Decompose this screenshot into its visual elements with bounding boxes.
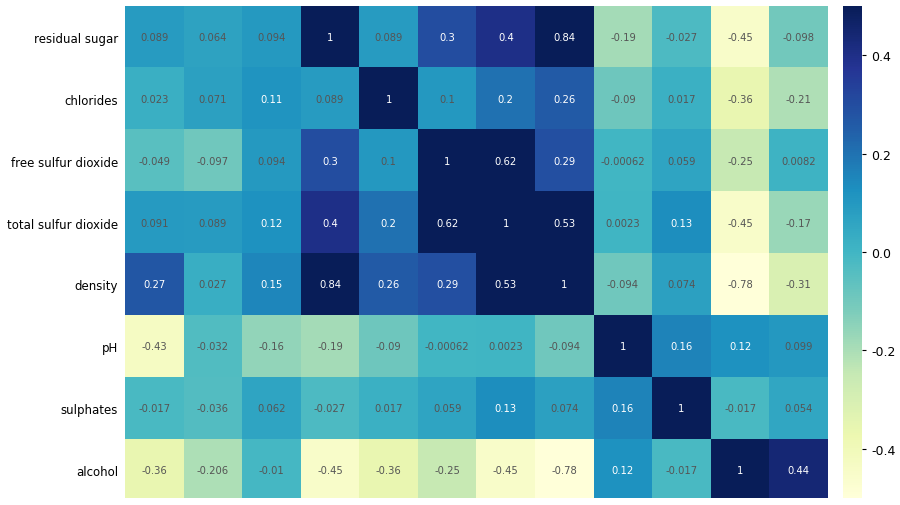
Text: 0.3: 0.3 xyxy=(322,157,338,166)
Text: 0.062: 0.062 xyxy=(257,403,285,414)
Text: 0.84: 0.84 xyxy=(319,280,341,290)
Text: -0.032: -0.032 xyxy=(197,342,229,351)
Text: 0.13: 0.13 xyxy=(670,218,693,228)
Text: 0.62: 0.62 xyxy=(495,157,517,166)
Text: 1: 1 xyxy=(385,94,392,105)
Text: -0.45: -0.45 xyxy=(493,465,518,475)
Text: -0.31: -0.31 xyxy=(786,280,812,290)
Text: 0.53: 0.53 xyxy=(554,218,575,228)
Text: -0.017: -0.017 xyxy=(139,403,170,414)
Text: 0.3: 0.3 xyxy=(439,33,455,43)
Text: -0.206: -0.206 xyxy=(197,465,229,475)
Text: 0.089: 0.089 xyxy=(199,218,227,228)
Text: -0.017: -0.017 xyxy=(724,403,756,414)
Text: -0.098: -0.098 xyxy=(783,33,814,43)
Text: -0.25: -0.25 xyxy=(727,157,753,166)
Text: 0.064: 0.064 xyxy=(199,33,227,43)
Text: 0.2: 0.2 xyxy=(498,94,514,105)
Text: 0.054: 0.054 xyxy=(785,403,813,414)
Text: -0.097: -0.097 xyxy=(197,157,229,166)
Text: 0.0023: 0.0023 xyxy=(606,218,640,228)
Text: -0.36: -0.36 xyxy=(727,94,753,105)
Text: -0.36: -0.36 xyxy=(141,465,167,475)
Text: 0.12: 0.12 xyxy=(729,342,751,351)
Text: 0.0082: 0.0082 xyxy=(781,157,816,166)
Text: -0.25: -0.25 xyxy=(435,465,460,475)
Text: -0.027: -0.027 xyxy=(314,403,346,414)
Text: 0.16: 0.16 xyxy=(612,403,634,414)
Text: 0.12: 0.12 xyxy=(260,218,283,228)
Text: -0.16: -0.16 xyxy=(258,342,284,351)
Text: -0.094: -0.094 xyxy=(607,280,639,290)
Text: 0.059: 0.059 xyxy=(433,403,462,414)
Text: 0.15: 0.15 xyxy=(260,280,283,290)
Text: 0.29: 0.29 xyxy=(554,157,575,166)
Text: 0.1: 0.1 xyxy=(439,94,455,105)
Text: -0.78: -0.78 xyxy=(727,280,753,290)
Text: 0.16: 0.16 xyxy=(670,342,693,351)
Text: 0.094: 0.094 xyxy=(257,33,285,43)
Text: -0.19: -0.19 xyxy=(317,342,343,351)
Text: 1: 1 xyxy=(737,465,743,475)
Text: 1: 1 xyxy=(502,218,509,228)
Text: 0.089: 0.089 xyxy=(140,33,168,43)
Text: -0.094: -0.094 xyxy=(548,342,580,351)
Text: -0.00062: -0.00062 xyxy=(425,342,470,351)
Text: -0.09: -0.09 xyxy=(610,94,635,105)
Text: 0.099: 0.099 xyxy=(785,342,813,351)
Text: 0.29: 0.29 xyxy=(436,280,458,290)
Text: -0.036: -0.036 xyxy=(197,403,229,414)
Text: -0.09: -0.09 xyxy=(376,342,401,351)
Text: -0.049: -0.049 xyxy=(139,157,170,166)
Text: -0.45: -0.45 xyxy=(727,218,753,228)
Text: 0.44: 0.44 xyxy=(788,465,810,475)
Text: -0.36: -0.36 xyxy=(376,465,401,475)
Text: 0.12: 0.12 xyxy=(612,465,634,475)
Text: 0.094: 0.094 xyxy=(257,157,285,166)
Text: -0.19: -0.19 xyxy=(610,33,636,43)
Text: -0.00062: -0.00062 xyxy=(600,157,645,166)
Text: 0.074: 0.074 xyxy=(668,280,696,290)
Text: -0.027: -0.027 xyxy=(665,33,698,43)
Text: -0.43: -0.43 xyxy=(141,342,167,351)
Text: 0.071: 0.071 xyxy=(199,94,227,105)
Text: -0.21: -0.21 xyxy=(786,94,812,105)
Text: 0.017: 0.017 xyxy=(667,94,696,105)
Text: 0.089: 0.089 xyxy=(374,33,403,43)
Text: 0.26: 0.26 xyxy=(377,280,400,290)
Text: -0.017: -0.017 xyxy=(665,465,698,475)
Text: 0.84: 0.84 xyxy=(554,33,575,43)
Text: 1: 1 xyxy=(327,33,333,43)
Text: 0.059: 0.059 xyxy=(667,157,696,166)
Text: 0.62: 0.62 xyxy=(436,218,458,228)
Text: 0.091: 0.091 xyxy=(140,218,168,228)
Text: 1: 1 xyxy=(679,403,685,414)
Text: 1: 1 xyxy=(620,342,626,351)
Text: 0.13: 0.13 xyxy=(495,403,517,414)
Text: 0.4: 0.4 xyxy=(322,218,338,228)
Text: 0.017: 0.017 xyxy=(374,403,403,414)
Text: 0.11: 0.11 xyxy=(260,94,283,105)
Text: -0.01: -0.01 xyxy=(258,465,284,475)
Text: 1: 1 xyxy=(444,157,450,166)
Text: 0.023: 0.023 xyxy=(140,94,168,105)
Text: 0.0023: 0.0023 xyxy=(489,342,523,351)
Text: 0.27: 0.27 xyxy=(143,280,166,290)
Text: 0.26: 0.26 xyxy=(554,94,575,105)
Text: 0.1: 0.1 xyxy=(381,157,397,166)
Text: 0.027: 0.027 xyxy=(199,280,227,290)
Text: 0.074: 0.074 xyxy=(550,403,579,414)
Text: 0.089: 0.089 xyxy=(316,94,344,105)
Text: 1: 1 xyxy=(562,280,568,290)
Text: -0.17: -0.17 xyxy=(786,218,812,228)
Text: -0.45: -0.45 xyxy=(727,33,753,43)
Text: 0.2: 0.2 xyxy=(381,218,397,228)
Text: -0.45: -0.45 xyxy=(317,465,343,475)
Text: -0.78: -0.78 xyxy=(552,465,577,475)
Text: 0.4: 0.4 xyxy=(498,33,514,43)
Text: 0.53: 0.53 xyxy=(495,280,517,290)
